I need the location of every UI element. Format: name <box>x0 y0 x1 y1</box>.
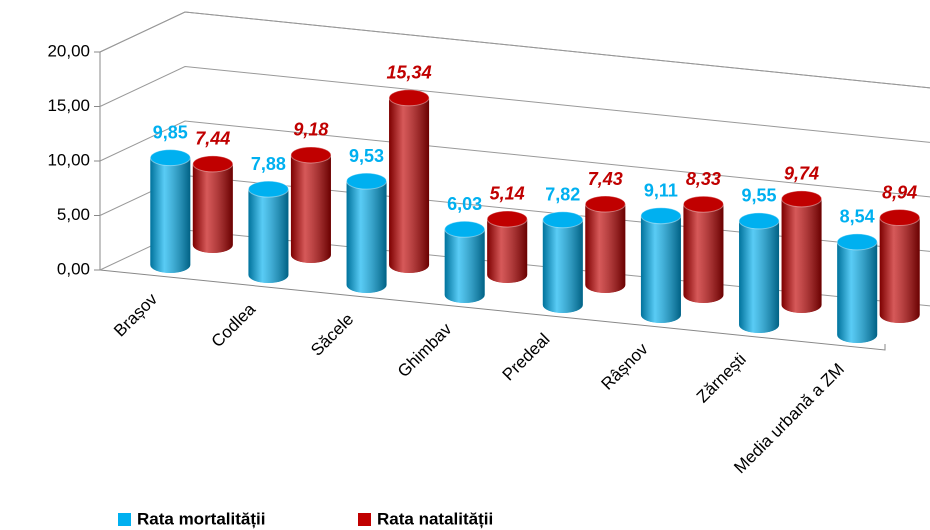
x-tick-label: Zărnești <box>693 350 750 407</box>
x-tick-label: Media urbană a ZM <box>730 360 848 478</box>
x-tick-label: Codlea <box>208 299 260 351</box>
cylinder <box>388 89 430 273</box>
legend-swatch <box>358 513 371 526</box>
data-label: 6,03 <box>447 194 482 214</box>
x-tick-label: Predeal <box>499 330 554 385</box>
grid-line <box>99 11 930 89</box>
data-label: 9,74 <box>784 164 819 184</box>
floor-edge <box>99 269 886 351</box>
grid-line <box>99 65 930 143</box>
cylinder <box>879 209 921 323</box>
y-tick-label: 15,00 <box>47 96 90 115</box>
data-label: 5,14 <box>490 184 525 204</box>
y-tick-label: 10,00 <box>47 150 90 169</box>
x-tick-label: Râșnov <box>597 339 652 394</box>
cylinder <box>290 146 332 263</box>
x-tick-label: Ghimbav <box>394 319 456 381</box>
data-label: 8,54 <box>840 207 875 227</box>
cylinder <box>192 155 234 253</box>
data-label: 9,85 <box>153 122 188 142</box>
data-label: 7,88 <box>251 154 286 174</box>
grid-line <box>99 120 930 198</box>
data-label: 7,44 <box>195 129 230 149</box>
cylinder <box>444 220 486 303</box>
data-label: 9,55 <box>742 186 777 206</box>
x-tick-label: Săcele <box>307 310 357 360</box>
cylinder <box>149 149 191 273</box>
y-tick-label: 5,00 <box>57 205 90 224</box>
data-label: 8,94 <box>882 182 917 202</box>
data-label: 9,53 <box>349 146 384 166</box>
cylinder <box>247 180 289 283</box>
data-label: 7,43 <box>588 169 623 189</box>
cylinder <box>346 172 388 293</box>
cylinder <box>486 210 528 283</box>
data-label: 9,18 <box>293 120 328 140</box>
y-tick-label: 20,00 <box>47 41 90 60</box>
data-label: 9,11 <box>644 180 678 200</box>
legend-label: Rata mortalității <box>137 509 265 528</box>
x-tick-label: Brașov <box>110 289 161 340</box>
cylinder <box>542 211 584 313</box>
data-label: 7,82 <box>545 185 580 205</box>
y-tick-label: 0,00 <box>57 259 90 278</box>
cylinder <box>781 190 823 313</box>
cylinder <box>738 212 780 333</box>
cylinder <box>682 195 724 303</box>
legend-label: Rata natalității <box>377 509 493 528</box>
legend-swatch <box>118 513 131 526</box>
cylinder <box>836 233 878 343</box>
cylinder <box>584 195 626 293</box>
cylinder <box>640 207 682 323</box>
data-label: 8,33 <box>686 169 721 189</box>
data-label: 15,34 <box>387 63 432 83</box>
